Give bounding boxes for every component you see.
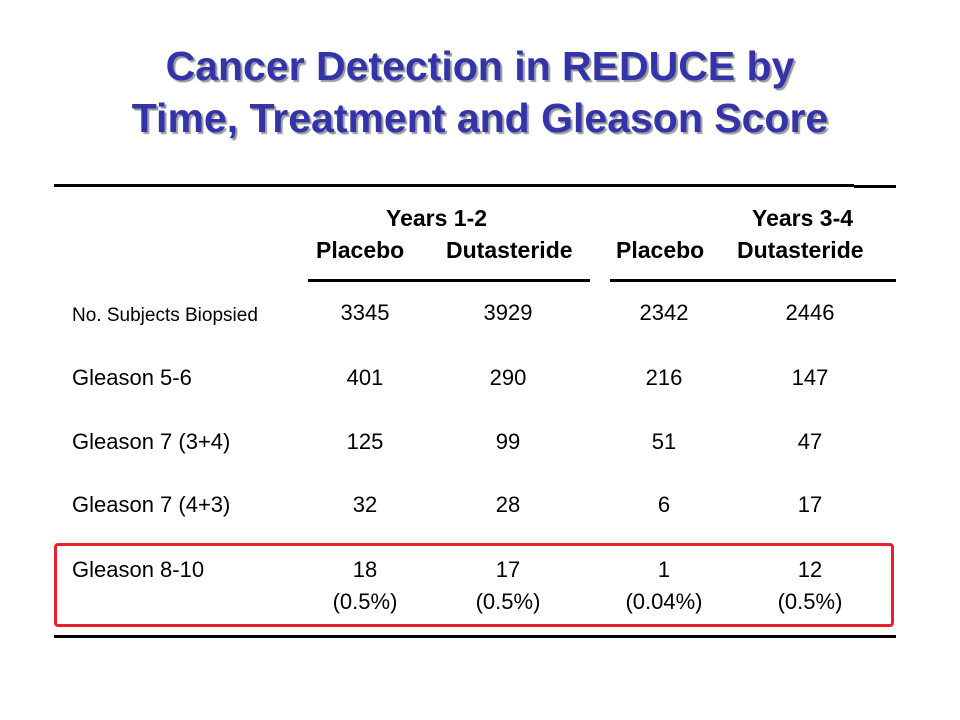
table-cell: 3929 bbox=[483, 300, 533, 325]
table-cell: 147 bbox=[791, 365, 829, 390]
table-cell: 2342 bbox=[639, 300, 689, 325]
table-cell: 17 (0.5%) bbox=[438, 556, 578, 616]
title-line-1: Cancer Detection in REDUCE by bbox=[165, 43, 795, 89]
group-header-years-3-4: Years 3-4 bbox=[752, 205, 854, 231]
table-cell: 18 (0.5%) bbox=[295, 556, 435, 616]
table-top-rule bbox=[54, 184, 854, 187]
group-header-years-1-2: Years 1-2 bbox=[386, 205, 488, 231]
table-cell: 3345 bbox=[340, 300, 390, 325]
row-label-gleason-7-3-4: Gleason 7 (3+4) bbox=[72, 429, 231, 454]
table-cell: 32 bbox=[352, 492, 378, 517]
cell-percent: (0.5%) bbox=[475, 589, 541, 614]
table-cell: 51 bbox=[651, 429, 677, 454]
row-label-gleason-8-10: Gleason 8-10 bbox=[72, 557, 205, 582]
title-line-2: Time, Treatment and Gleason Score bbox=[131, 95, 829, 141]
table-cell: 28 bbox=[495, 492, 521, 517]
column-header-placebo-2: Placebo bbox=[616, 237, 705, 263]
cell-percent: (0.5%) bbox=[332, 589, 398, 614]
cell-count: 12 bbox=[797, 557, 823, 582]
table-cell: 216 bbox=[645, 365, 683, 390]
row-label-subjects-biopsied: No. Subjects Biopsied bbox=[72, 305, 258, 326]
table-cell: 290 bbox=[489, 365, 527, 390]
cell-percent: (0.04%) bbox=[625, 589, 703, 614]
table-cell: 401 bbox=[346, 365, 384, 390]
cell-count: 17 bbox=[495, 557, 521, 582]
table-cell: 12 (0.5%) bbox=[740, 556, 880, 616]
column-header-placebo-1: Placebo bbox=[316, 237, 405, 263]
table-cell: 17 bbox=[797, 492, 823, 517]
cell-percent: (0.5%) bbox=[777, 589, 843, 614]
row-label-gleason-7-4-3: Gleason 7 (4+3) bbox=[72, 492, 231, 517]
column-header-dutasteride-1: Dutasteride bbox=[446, 237, 573, 263]
group-underline-years-3-4 bbox=[610, 279, 896, 282]
gleason-8-10-highlight-box bbox=[54, 543, 894, 627]
group-underline-years-1-2 bbox=[308, 279, 590, 282]
table-cell: 6 bbox=[657, 492, 671, 517]
cell-count: 18 bbox=[352, 557, 378, 582]
table-cell: 47 bbox=[797, 429, 823, 454]
table-cell: 2446 bbox=[785, 300, 835, 325]
table-cell: 1 (0.04%) bbox=[594, 556, 734, 616]
cell-count: 1 bbox=[657, 557, 671, 582]
table-top-rule-tail bbox=[854, 185, 896, 188]
row-label-gleason-5-6: Gleason 5-6 bbox=[72, 365, 192, 390]
table-cell: 99 bbox=[495, 429, 521, 454]
table-cell: 125 bbox=[346, 429, 384, 454]
table-bottom-rule bbox=[54, 635, 896, 638]
slide-title: Cancer Detection in REDUCE by Time, Trea… bbox=[0, 40, 960, 144]
column-header-dutasteride-2: Dutasteride bbox=[737, 237, 864, 263]
